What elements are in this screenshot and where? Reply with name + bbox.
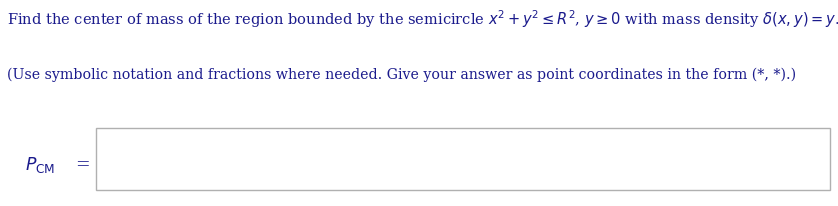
- Text: =: =: [75, 156, 90, 173]
- Text: $P_{\mathrm{CM}}$: $P_{\mathrm{CM}}$: [25, 155, 55, 175]
- Text: Find the center of mass of the region bounded by the semicircle $x^2 + y^2 \leq : Find the center of mass of the region bo…: [7, 8, 838, 30]
- FancyBboxPatch shape: [96, 128, 830, 190]
- Text: (Use symbolic notation and fractions where needed. Give your answer as point coo: (Use symbolic notation and fractions whe…: [7, 68, 796, 82]
